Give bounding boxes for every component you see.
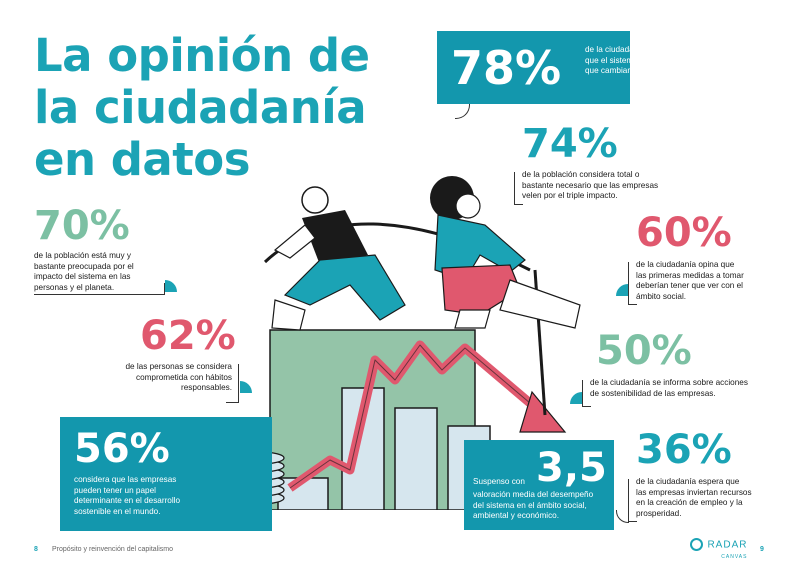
stat-60-bracket <box>628 262 637 305</box>
brand-name: RADAR <box>707 539 748 551</box>
stat-36-text: de la ciudadanía espera que las empresas… <box>636 477 752 518</box>
stat-56-text: considera que las empresas pueden tener … <box>74 475 181 516</box>
stat-70-value: 70% <box>34 203 130 249</box>
stat-78-value: 78% <box>451 41 562 95</box>
page-number-left: 8 <box>34 546 38 553</box>
stat-35-text: valoración media del desempeño del siste… <box>473 490 594 520</box>
man-legs <box>283 254 406 321</box>
stat-35-value: 3,5 <box>536 445 607 491</box>
stat-36-bracket <box>628 479 637 522</box>
stat-50-corner <box>570 392 582 404</box>
footer-section: Propósito y reinvención del capitalismo <box>52 546 174 553</box>
stat-36-corner <box>616 510 629 523</box>
stat-35-label: Suspenso con <box>473 477 525 486</box>
brand-logo: RADAR CANVAS <box>690 536 747 560</box>
stat-50-text: de la ciudadanía se informa sobre accion… <box>590 378 748 398</box>
stat-78-corner <box>455 104 470 119</box>
stat-36-value: 36% <box>636 427 732 473</box>
stat-35-box: Suspenso con 3,5 valoración media del de… <box>464 440 614 530</box>
stat-50-value: 50% <box>596 328 692 374</box>
bar-3 <box>394 407 438 510</box>
stat-74-value: 74% <box>522 121 618 167</box>
stat-56-value: 56% <box>74 426 170 472</box>
page-number-right: 9 <box>760 546 764 553</box>
stat-60-value: 60% <box>636 210 732 256</box>
stat-70-corner <box>165 280 177 292</box>
stat-62-text: de las personas se considera comprometid… <box>125 362 232 392</box>
stat-70-bracket <box>34 283 165 295</box>
stat-60-text: de la ciudadanía opina que las primeras … <box>636 260 744 301</box>
stat-70-text: de la población está muy y bastante preo… <box>34 251 134 292</box>
radar-icon <box>690 538 703 552</box>
man-head <box>301 186 329 214</box>
page-title: La opinión de la ciudadanía en datos <box>34 29 370 186</box>
stat-60-corner <box>616 284 628 296</box>
stat-74-bracket <box>514 172 523 205</box>
woman-head <box>455 193 481 219</box>
stat-78-text: de la ciudadanía cree que el sistema tie… <box>585 45 664 75</box>
stat-78-box: 78% de la ciudadanía cree que el sistema… <box>437 31 663 104</box>
stat-50-bracket <box>582 380 591 407</box>
stat-62-value: 62% <box>140 313 236 359</box>
stat-74-text: de la población considera total o bastan… <box>522 170 659 200</box>
stat-56-box: 56% considera que las empresas pueden te… <box>60 417 272 531</box>
man-arm <box>273 224 316 259</box>
stat-62-bracket <box>226 364 239 403</box>
woman-torso <box>434 214 526 281</box>
brand-sub: CANVAS <box>721 554 748 560</box>
man-torso <box>302 210 368 265</box>
woman-legs <box>441 264 521 316</box>
